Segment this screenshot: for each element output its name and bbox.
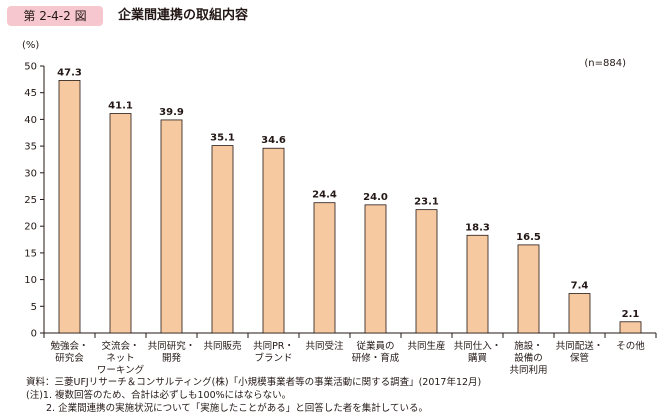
category-label-line: 共同販売 [203, 340, 241, 352]
category-label-line: 交流会・ [101, 340, 139, 352]
bar [364, 204, 387, 334]
category-label-line: 購買 [468, 352, 488, 364]
data-label: 34.6 [261, 135, 286, 146]
note-2: 2. 企業間連携の実施状況について「実施したことがある」と回答した者を集計してい… [46, 403, 429, 414]
y-tick-label: 40 [24, 115, 37, 126]
data-label: 41.1 [108, 101, 133, 112]
category-label: 施設・設備の共同利用 [509, 340, 547, 376]
category-label: 共同研究・開発 [148, 340, 196, 364]
y-tick-label: 30 [24, 168, 37, 179]
category-label: 共同販売 [203, 340, 241, 352]
data-label: 35.1 [210, 133, 235, 144]
category-label-line: ブランド [254, 352, 292, 364]
category-label-line: 共同生産 [407, 340, 445, 352]
y-tick-label: 50 [24, 62, 37, 73]
bar [415, 209, 438, 334]
data-label: 23.1 [414, 197, 439, 208]
category-label-line: 開発 [162, 352, 182, 364]
data-label: 39.9 [159, 107, 184, 118]
category-label-line: 勉強会・ [50, 340, 88, 352]
category-label-line: ワーキング [97, 364, 145, 376]
category-label: 共同生産 [407, 340, 445, 352]
category-label: 勉強会・研究会 [50, 340, 88, 364]
category-label-line: 施設・ [514, 340, 543, 352]
category-label: 従業員の研修・育成 [352, 340, 400, 364]
category-label: その他 [616, 340, 645, 352]
bar [568, 293, 591, 334]
y-tick-label: 0 [31, 329, 37, 340]
category-label-line: 設備の [514, 352, 543, 364]
category-label: 交流会・ネットワーキング [97, 340, 145, 376]
category-label-line: 共同研究・ [148, 340, 196, 352]
data-label: 24.4 [312, 190, 337, 201]
source-note: 資料：三菱UFJリサーチ＆コンサルティング(株)「小規模事業者等の事業活動に関す… [26, 377, 482, 388]
figure-number-badge: 第 2-4-2 図 [7, 6, 103, 26]
y-tick-label: 15 [24, 248, 37, 259]
y-tick-label: 20 [24, 222, 37, 233]
data-label: 16.5 [516, 232, 541, 243]
data-label: 7.4 [571, 280, 589, 291]
y-tick-label: 10 [24, 275, 37, 286]
figure-title: 企業間連携の取組内容 [118, 8, 249, 23]
notes-block: 資料：三菱UFJリサーチ＆コンサルティング(株)「小規模事業者等の事業活動に関す… [26, 376, 481, 415]
y-tick-label: 45 [24, 88, 37, 99]
note-1: (注)1. 複数回答のため、合計は必ずしも100%にはならない。 [26, 390, 292, 401]
category-label-line: 研究会 [55, 352, 84, 364]
bar [313, 202, 336, 334]
data-label: 47.3 [57, 67, 82, 78]
category-label-line: ネット [106, 353, 135, 364]
data-label: 18.3 [465, 222, 490, 233]
category-label: 共同配送・保管 [556, 340, 604, 364]
y-tick-label: 25 [24, 195, 37, 206]
category-label-line: 保管 [570, 352, 589, 364]
sample-size-note: (n=884) [584, 58, 626, 69]
bar [262, 147, 285, 334]
category-label-line: 共同PR・ [253, 341, 294, 352]
bar [211, 145, 234, 334]
category-label-line: 共同仕入・ [454, 340, 502, 352]
category-label-line: 従業員の [356, 340, 394, 352]
category-label-line: 研修・育成 [352, 352, 400, 364]
data-label: 24.0 [363, 192, 388, 203]
bar [58, 80, 81, 334]
category-label-line: その他 [616, 340, 645, 352]
y-tick-label: 5 [31, 302, 37, 313]
category-label: 共同仕入・購買 [454, 340, 502, 364]
y-axis-label: (%) [22, 40, 39, 51]
category-label-line: 共同利用 [509, 364, 547, 376]
bar [109, 113, 132, 334]
category-label-line: 共同配送・ [556, 340, 604, 352]
category-label: 共同PR・ブランド [253, 341, 294, 364]
bar [160, 119, 183, 334]
bar [619, 321, 642, 334]
bar [466, 234, 489, 334]
category-label-line: 共同受注 [305, 340, 344, 352]
data-label: 2.1 [622, 309, 640, 320]
y-tick-label: 35 [24, 142, 37, 153]
bar [517, 244, 540, 334]
category-label: 共同受注 [305, 340, 344, 352]
